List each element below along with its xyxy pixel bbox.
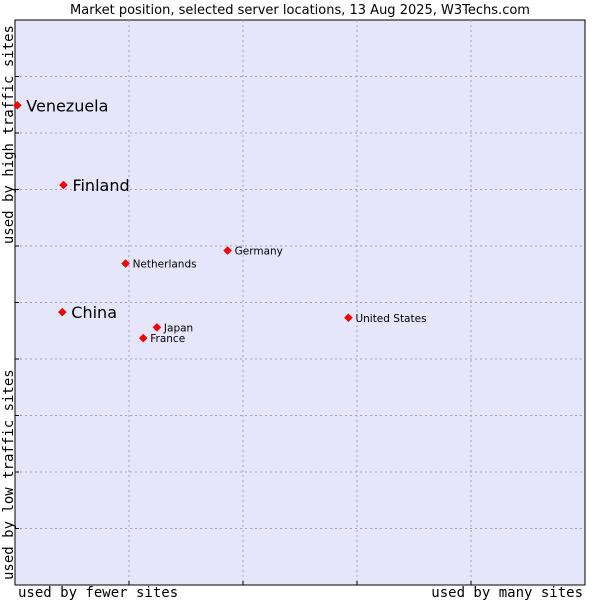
label-netherlands: Netherlands <box>133 259 197 271</box>
point-germany <box>223 246 232 255</box>
point-china <box>57 307 67 317</box>
label-france: France <box>150 333 185 345</box>
chart-title: Market position, selected server locatio… <box>70 3 530 18</box>
point-venezuela <box>12 100 22 110</box>
y-axis-label-bottom: used by low traffic sites <box>1 369 17 580</box>
x-axis-label-right: used by many sites <box>431 585 583 600</box>
label-germany: Germany <box>235 246 283 258</box>
y-axis-label-top: used by high traffic sites <box>1 25 17 244</box>
point-japan <box>152 323 162 332</box>
label-united-states: United States <box>355 313 426 325</box>
label-japan: Japan <box>163 322 193 334</box>
data-points <box>12 100 353 343</box>
data-labels: Venezuela Finland China Germany Netherlands U… <box>26 96 426 345</box>
point-netherlands <box>121 259 130 268</box>
grid-lines <box>15 20 585 585</box>
label-china: China <box>71 303 117 322</box>
point-finland <box>59 180 68 190</box>
label-finland: Finland <box>72 176 129 195</box>
point-france <box>138 333 148 343</box>
x-axis-label-left: used by fewer sites <box>18 585 178 600</box>
label-venezuela: Venezuela <box>26 96 108 115</box>
axis-ticks <box>15 76 472 585</box>
point-united-states <box>344 313 353 323</box>
